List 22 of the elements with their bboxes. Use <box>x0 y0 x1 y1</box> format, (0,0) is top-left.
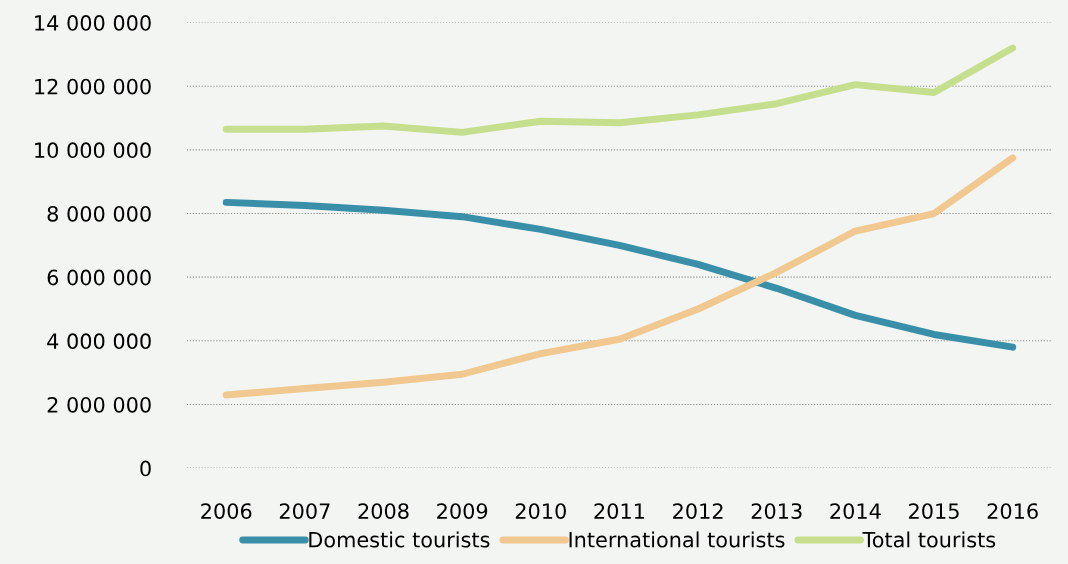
x-tick-label: 2014 <box>830 503 881 519</box>
x-tick-label: 2006 <box>201 503 252 519</box>
x-tick-label: 2015 <box>909 503 959 519</box>
x-tick-label: 2010 <box>515 503 566 519</box>
y-tick-label: 14 000 000 <box>35 15 151 31</box>
x-tick-label: 2011 <box>594 503 645 519</box>
y-tick-label: 2 000 000 <box>47 396 151 413</box>
legend-label: Domestic tourists <box>309 531 490 548</box>
x-tick-label: 2008 <box>358 503 409 519</box>
y-tick-label: 12 000 000 <box>35 78 151 95</box>
y-tick-label: 8 000 000 <box>47 205 151 222</box>
legend-label: Total tourists <box>862 531 996 548</box>
y-tick-label: 10 000 000 <box>35 142 151 159</box>
x-tick-label: 2013 <box>751 503 802 519</box>
y-tick-label: 4 000 000 <box>47 333 151 350</box>
x-tick-label: 2007 <box>279 503 330 519</box>
x-tick-label: 2016 <box>987 503 1038 519</box>
legend-label: International tourists <box>569 531 785 548</box>
x-tick-label: 2009 <box>437 503 488 519</box>
y-tick-label: 6 000 000 <box>47 269 151 286</box>
x-tick-label: 2012 <box>673 503 723 519</box>
y-tick-label: 0 <box>140 460 151 477</box>
